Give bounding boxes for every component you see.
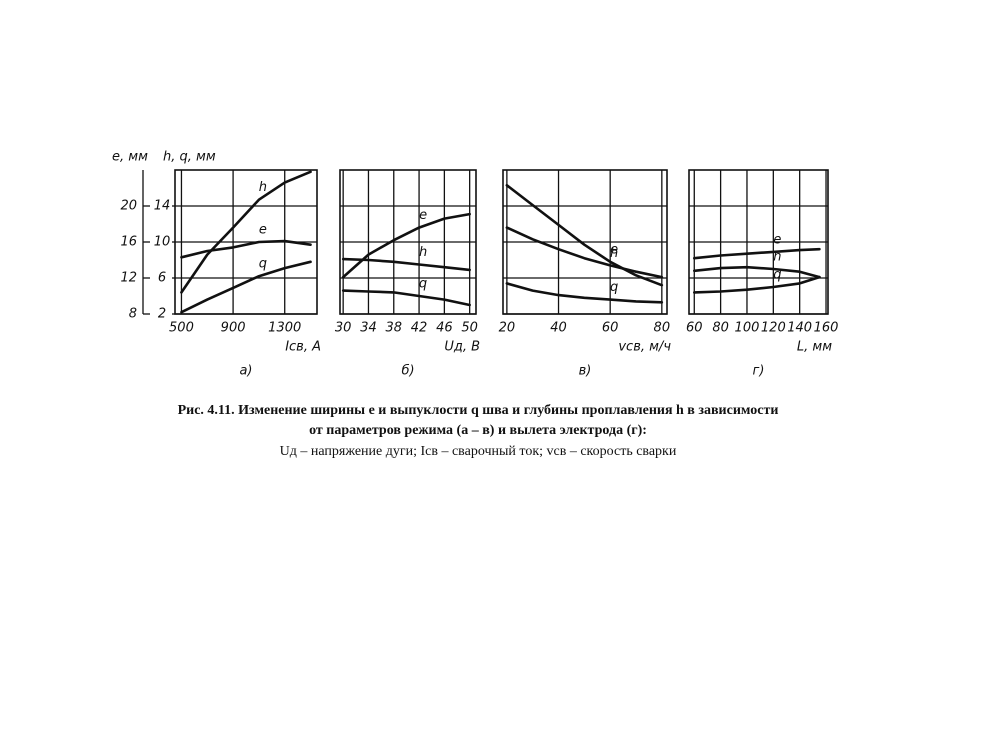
x-tick-label: 1300 xyxy=(268,321,301,336)
curve-label: q xyxy=(259,257,267,272)
x-tick-label: 30 xyxy=(335,321,352,336)
curve-label: h xyxy=(773,250,781,265)
curve xyxy=(341,212,471,279)
curve xyxy=(180,260,312,314)
curve xyxy=(341,289,471,307)
y-axis-label: h, q, мм xyxy=(163,150,216,165)
x-tick-label: 160 xyxy=(814,321,839,336)
caption-line: Uд – напряжение дуги; Iсв – сварочный то… xyxy=(280,444,677,459)
y2-tick-label: 16 xyxy=(120,235,137,250)
curve-label: e xyxy=(610,242,618,257)
panel-label: в) xyxy=(579,364,592,379)
curve-label: h xyxy=(259,180,267,195)
x-tick-label: 80 xyxy=(654,321,671,336)
panel-label: б) xyxy=(401,364,414,379)
x-tick-label: 34 xyxy=(360,321,377,336)
x-tick-label: 46 xyxy=(436,321,453,336)
curve-label: e xyxy=(259,223,267,238)
curve xyxy=(692,275,821,294)
curve-label: e xyxy=(419,208,427,223)
curve-label: e xyxy=(773,232,781,247)
curve xyxy=(341,257,471,272)
x-tick-label: 20 xyxy=(499,321,516,336)
x-tick-label: 42 xyxy=(411,321,428,336)
caption-line: от параметров режима (а – в) и вылета эл… xyxy=(309,423,647,438)
x-axis-label: Uд, В xyxy=(444,340,480,355)
curve-label: q xyxy=(610,280,618,295)
y-tick-label: 2 xyxy=(158,307,166,322)
y2-tick-label: 8 xyxy=(129,307,137,322)
curve-label: q xyxy=(773,268,781,283)
y2-axis-label: e, мм xyxy=(112,150,148,165)
curve xyxy=(180,239,312,259)
x-axis-label: vсв, м/ч xyxy=(618,340,671,355)
panel-label: а) xyxy=(239,364,252,379)
y2-tick-label: 12 xyxy=(120,271,137,286)
curve xyxy=(692,265,821,279)
x-tick-label: 900 xyxy=(221,321,246,336)
curve xyxy=(505,184,664,287)
curve xyxy=(692,247,821,260)
y-tick-label: 6 xyxy=(158,271,166,286)
x-tick-label: 100 xyxy=(735,321,760,336)
x-tick-label: 50 xyxy=(461,321,478,336)
curve-label: h xyxy=(419,245,427,260)
x-axis-label: Iсв, А xyxy=(285,340,321,355)
panel-label: г) xyxy=(753,364,765,379)
curve xyxy=(505,282,664,304)
x-tick-label: 60 xyxy=(602,321,619,336)
y-tick-label: 14 xyxy=(154,199,171,214)
curve xyxy=(505,226,664,279)
x-tick-label: 140 xyxy=(787,321,812,336)
caption-line: Рис. 4.11. Изменение ширины e и выпуклос… xyxy=(178,403,779,418)
x-axis-label: L, мм xyxy=(797,340,832,355)
x-tick-label: 60 xyxy=(686,321,703,336)
curve-label: q xyxy=(419,277,427,292)
curve-label: h xyxy=(610,246,618,261)
x-tick-label: 40 xyxy=(550,321,567,336)
y-tick-label: 10 xyxy=(154,235,171,250)
x-tick-label: 80 xyxy=(712,321,729,336)
x-tick-label: 500 xyxy=(169,321,194,336)
y2-tick-label: 20 xyxy=(120,199,137,214)
curve xyxy=(180,170,312,294)
x-tick-label: 38 xyxy=(385,321,402,336)
x-tick-label: 120 xyxy=(761,321,786,336)
